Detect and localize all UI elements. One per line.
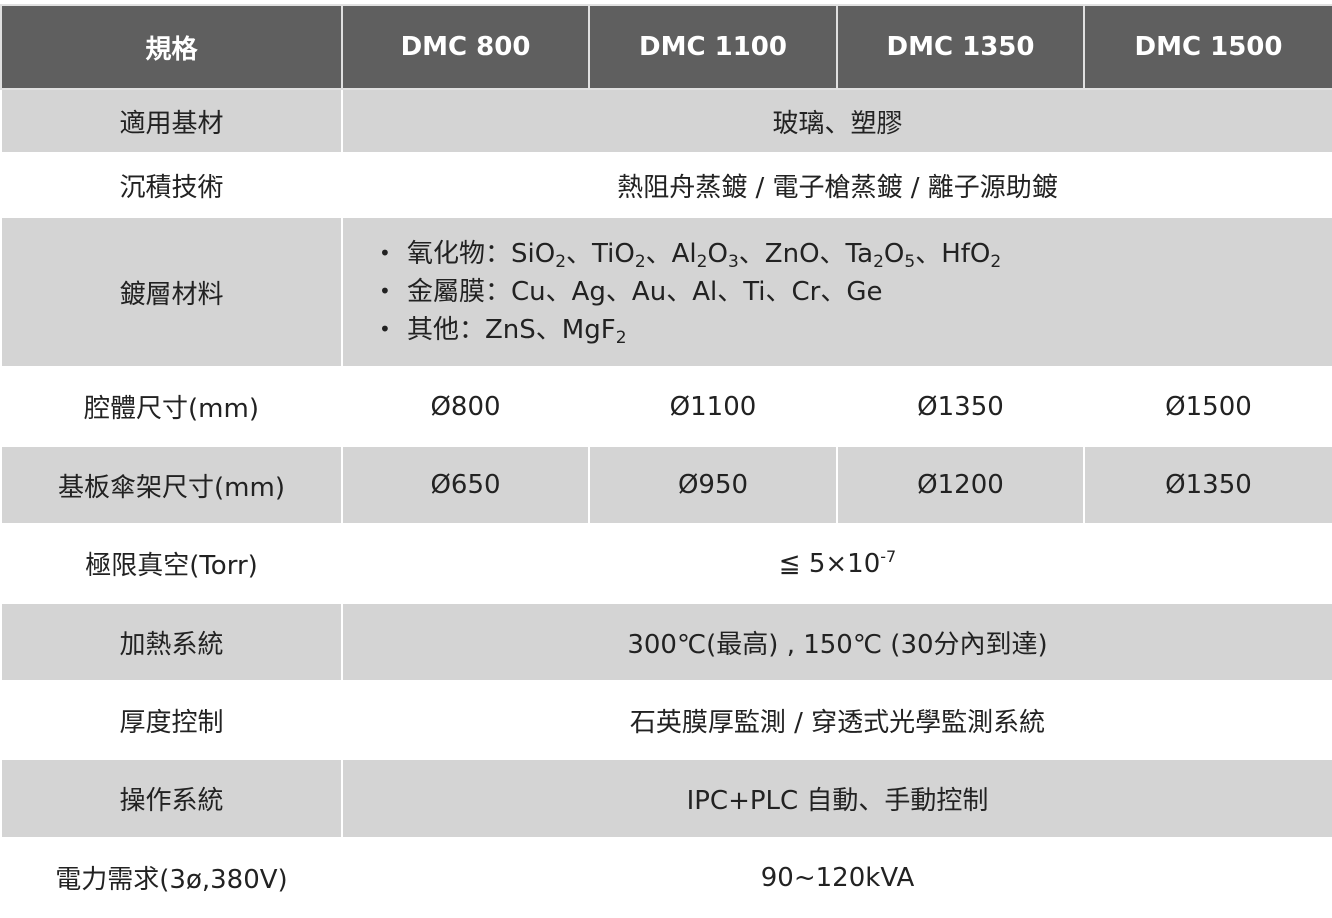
row-value: Ø950 xyxy=(588,446,838,525)
text-segment: 金屬膜：Cu、Ag、Au、Al、Ti、Cr、Ge xyxy=(407,277,883,307)
row-chamber: 腔體尺寸(mm) Ø800 Ø1100 Ø1350 Ø1500 xyxy=(1,367,1332,447)
row-value: Ø1350 xyxy=(1083,446,1332,525)
subscript: 2 xyxy=(615,328,627,348)
text-segment: O xyxy=(707,239,728,269)
row-holder: 基板傘架尺寸(mm) Ø650 Ø950 Ø1200 Ø1350 xyxy=(0,446,1332,525)
subscript: 2 xyxy=(555,252,567,272)
text-segment: O xyxy=(883,239,905,269)
text-segment: 其他：ZnS、MgF xyxy=(407,315,616,345)
row-label: 厚度控制 xyxy=(1,681,342,760)
row-label: 腔體尺寸(mm) xyxy=(1,367,342,447)
row-vacuum: 極限真空(Torr) ≦ 5×10-7 xyxy=(1,524,1332,604)
row-label: 適用基材 xyxy=(0,89,343,154)
coating-material-item: 氧化物：SiO2、TiO2、Al2O3、ZnO、Ta2O5、HfO2 xyxy=(379,235,1332,273)
row-label: 操作系統 xyxy=(0,759,343,839)
row-label: 沉積技術 xyxy=(1,153,342,218)
subscript: 5 xyxy=(904,252,916,272)
coating-material-list: 氧化物：SiO2、TiO2、Al2O3、ZnO、Ta2O5、HfO2金屬膜：Cu… xyxy=(379,235,1332,349)
model-header: DMC 800 xyxy=(341,4,590,90)
row-value: Ø1100 xyxy=(589,367,837,447)
model-header: DMC 1500 xyxy=(1083,4,1332,90)
text-segment: 、ZnO、Ta xyxy=(738,239,874,269)
spec-table: 規格 DMC 800 DMC 1100 DMC 1350 DMC 1500 適用… xyxy=(0,4,1332,918)
coating-material-item: 金屬膜：Cu、Ag、Au、Al、Ti、Cr、Ge xyxy=(379,273,1332,311)
row-value: 石英膜厚監測 / 穿透式光學監測系統 xyxy=(342,681,1332,760)
row-deposition: 沉積技術 熱阻舟蒸鍍 / 電子槍蒸鍍 / 離子源助鍍 xyxy=(1,153,1332,218)
row-thickness: 厚度控制 石英膜厚監測 / 穿透式光學監測系統 xyxy=(1,681,1332,760)
row-value: 300℃(最高) , 150℃ (30分內到達) xyxy=(341,603,1332,682)
row-label: 鍍層材料 xyxy=(0,217,343,368)
row-label: 基板傘架尺寸(mm) xyxy=(0,446,343,525)
row-value: Ø800 xyxy=(342,367,589,447)
coating-material-item: 其他：ZnS、MgF2 xyxy=(379,311,1332,349)
row-label: 極限真空(Torr) xyxy=(1,524,342,604)
text-segment: 氧化物：SiO xyxy=(407,239,556,269)
text-segment: 、TiO xyxy=(566,239,635,269)
vacuum-value: ≦ 5×10 xyxy=(778,548,881,579)
row-value: IPC+PLC 自動、手動控制 xyxy=(341,759,1332,839)
vacuum-exponent: -7 xyxy=(880,546,897,566)
text-segment: 、HfO xyxy=(915,239,991,269)
model-header: DMC 1100 xyxy=(588,4,838,90)
subscript: 2 xyxy=(696,252,708,272)
header-row: 規格 DMC 800 DMC 1100 DMC 1350 DMC 1500 xyxy=(0,4,1332,90)
model-header: DMC 1350 xyxy=(836,4,1085,90)
row-coating: 鍍層材料 氧化物：SiO2、TiO2、Al2O3、ZnO、Ta2O5、HfO2金… xyxy=(0,217,1332,368)
row-value: Ø650 xyxy=(341,446,590,525)
subscript: 2 xyxy=(873,252,884,272)
text-segment: 、Al xyxy=(645,239,697,269)
row-value: ≦ 5×10-7 xyxy=(342,524,1332,604)
row-value: Ø1350 xyxy=(837,367,1084,447)
row-heating: 加熱系統 300℃(最高) , 150℃ (30分內到達) xyxy=(0,603,1332,682)
subscript: 2 xyxy=(990,252,1002,272)
row-operation: 操作系統 IPC+PLC 自動、手動控制 xyxy=(0,759,1332,839)
row-value: Ø1200 xyxy=(836,446,1085,525)
row-label: 加熱系統 xyxy=(0,603,343,682)
row-value: 玻璃、塑膠 xyxy=(341,89,1332,154)
row-value: Ø1500 xyxy=(1084,367,1332,447)
row-label: 電力需求(3ø,380V) xyxy=(1,838,342,918)
row-substrate: 適用基材 玻璃、塑膠 xyxy=(0,89,1332,154)
subscript: 2 xyxy=(634,252,646,272)
row-value: 氧化物：SiO2、TiO2、Al2O3、ZnO、Ta2O5、HfO2金屬膜：Cu… xyxy=(341,217,1332,368)
row-power: 電力需求(3ø,380V) 90~120kVA xyxy=(1,838,1332,918)
spec-header: 規格 xyxy=(0,4,343,90)
subscript: 3 xyxy=(727,252,739,272)
row-value: 熱阻舟蒸鍍 / 電子槍蒸鍍 / 離子源助鍍 xyxy=(342,153,1332,218)
row-value: 90~120kVA xyxy=(342,838,1332,918)
